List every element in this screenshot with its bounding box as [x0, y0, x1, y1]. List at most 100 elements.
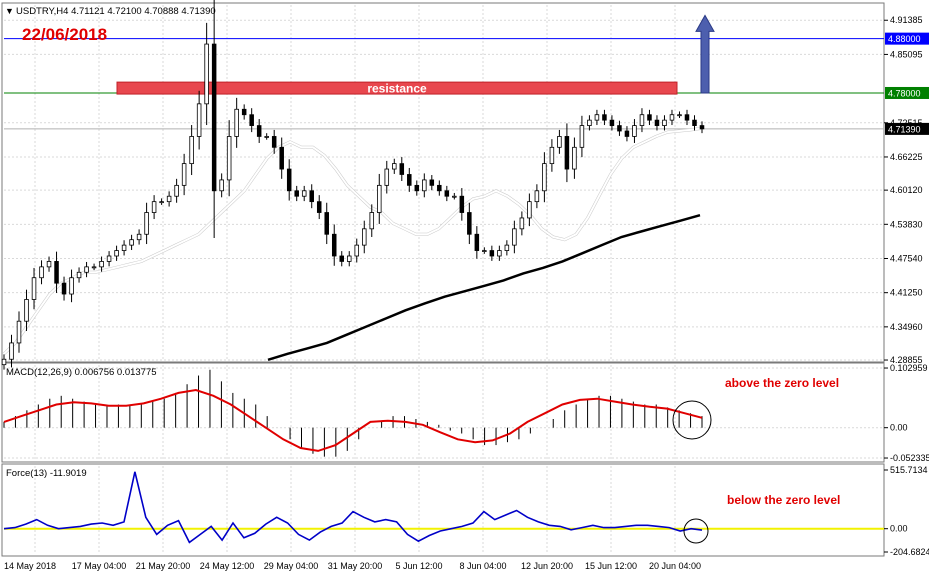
candle-body: [279, 146, 284, 170]
candle-body: [286, 168, 292, 192]
macd-signal-line: [3, 388, 703, 452]
candle-body: [106, 255, 112, 262]
candle-body: [549, 146, 555, 165]
candle-body: [692, 119, 697, 126]
candle-body: [76, 271, 82, 279]
candle-body: [189, 136, 194, 165]
x-tick-label: 24 May 12:00: [200, 561, 255, 571]
fast-moving-average-shadow: [2, 126, 703, 355]
current-price-tag: [885, 122, 929, 135]
candle-body: [54, 261, 59, 284]
candle-body: [407, 174, 412, 186]
candle-body: [39, 266, 44, 279]
force-title: Force(13) -11.9019: [6, 468, 87, 479]
candle-body: [241, 108, 247, 116]
candle-body: [346, 255, 352, 262]
x-tick-label: 12 Jun 20:00: [521, 561, 573, 571]
macd-highlight-circle: [672, 400, 712, 440]
candle-body: [639, 114, 645, 126]
price-level-tag: [885, 86, 929, 99]
force-annotation: below the zero level: [727, 493, 840, 507]
candle-body: [324, 212, 329, 235]
x-tick-label: 20 Jun 04:00: [649, 561, 701, 571]
force-highlight-circle: [683, 518, 709, 544]
candle-body: [594, 114, 600, 121]
candle-body: [159, 201, 164, 204]
candle-body: [331, 233, 337, 257]
candle-body: [362, 228, 367, 246]
candle-body: [647, 114, 652, 121]
candle-body: [519, 217, 525, 230]
x-tick-label: 21 May 20:00: [136, 561, 191, 571]
force-panel-frame: [1, 463, 885, 557]
candle-body: [437, 184, 442, 192]
candle-body: [99, 261, 104, 268]
candle-body: [31, 277, 37, 300]
resistance-zone: [116, 81, 678, 95]
candle-body: [669, 114, 675, 121]
candle-body: [512, 228, 517, 246]
candle-body: [166, 195, 172, 203]
candle-body: [339, 255, 344, 262]
candle-body: [136, 233, 142, 241]
candle-body: [1, 358, 7, 366]
price-level-label: 4.88000: [888, 34, 921, 44]
candle-body: [654, 119, 660, 126]
candle-body: [46, 261, 52, 268]
x-tick-label: 5 Jun 12:00: [395, 561, 442, 571]
candle-body: [489, 250, 495, 257]
candle-body: [204, 43, 209, 105]
candle-body: [587, 119, 592, 126]
date-label: 22/06/2018: [22, 25, 107, 44]
candle-body: [542, 163, 547, 192]
candle-body: [557, 136, 562, 148]
candle-body: [624, 130, 630, 137]
candle-body: [617, 125, 622, 132]
symbol-dropdown-icon[interactable]: ▼: [5, 6, 14, 16]
candle-body: [392, 163, 397, 170]
force-y-tick-label: 515.7134: [890, 465, 928, 475]
candle-body: [497, 250, 502, 257]
candle-body: [9, 342, 14, 360]
price-level-label: 4.78000: [888, 88, 921, 98]
candle-body: [579, 125, 585, 148]
force-layer: [3, 471, 884, 544]
candle-body: [309, 190, 314, 203]
candle-body: [144, 212, 149, 235]
candle-body: [121, 244, 127, 251]
candle-body: [226, 136, 232, 181]
candle-body: [69, 277, 74, 295]
candle-body: [256, 125, 262, 137]
y-tick-label: 4.41250: [890, 288, 923, 298]
candle-body: [452, 195, 457, 198]
candle-body: [564, 136, 570, 170]
macd-y-tick-label: -0.052335: [890, 453, 929, 463]
candle-body: [482, 250, 487, 252]
candle-body: [384, 168, 390, 186]
candle-body: [196, 103, 202, 137]
axis-labels: 14 May 2018 17 May 04:00 21 May 20:00 24 Ma…: [4, 15, 929, 571]
candle-body: [377, 184, 382, 213]
candle-body: [429, 179, 435, 186]
current-price-label: 4.71390: [888, 124, 921, 134]
main-panel-frame: [1, 2, 885, 363]
target-up-arrow: [695, 14, 715, 94]
candle-body: [467, 212, 472, 235]
candle-body: [294, 190, 299, 197]
candle-body: [114, 250, 119, 257]
macd-layer: [3, 369, 703, 457]
symbol-quote-line: USDTRY,H4 4.71121 4.72100 4.70888 4.7139…: [16, 6, 216, 17]
x-tick-label: 14 May 2018: [4, 561, 56, 571]
candle-body: [219, 179, 224, 192]
slow-moving-average-line: [267, 213, 701, 361]
candle-body: [151, 201, 157, 213]
candle-body: [677, 114, 682, 117]
candle-body: [234, 108, 239, 137]
force-index-line: [3, 471, 703, 544]
candle-body: [504, 244, 510, 251]
candle-body: [16, 320, 22, 344]
candle-body: [316, 201, 322, 213]
x-tick-label: 29 May 04:00: [264, 561, 319, 571]
